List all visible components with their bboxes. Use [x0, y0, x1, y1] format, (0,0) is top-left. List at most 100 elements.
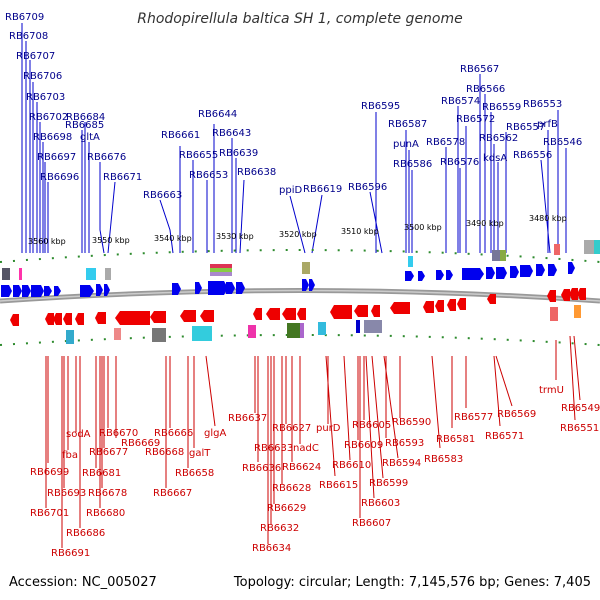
feature-box [2, 268, 10, 280]
gene-label: RB6684 [66, 112, 105, 123]
gene-label: RB6639 [219, 148, 258, 159]
reverse-gene [63, 313, 72, 325]
feature-box [114, 328, 121, 340]
reverse-gene [457, 298, 466, 310]
top-label-lines [21, 23, 567, 254]
gene-label: RB6574 [441, 96, 480, 107]
gene-label: RB6670 [99, 428, 138, 439]
gene-label: gltA [80, 132, 100, 143]
gene-label: nadC [293, 443, 319, 454]
feature-box [364, 320, 382, 333]
feature-box [492, 250, 500, 261]
gene-label: RB6566 [466, 84, 505, 95]
forward-gene [172, 283, 181, 295]
gene-label: RB6655 [179, 150, 218, 161]
reverse-gene [200, 310, 214, 322]
feature-box [574, 305, 581, 318]
reverse-gene [354, 305, 368, 317]
feature-box [500, 250, 506, 261]
feature-box [356, 320, 360, 333]
feature-boxes [2, 240, 600, 344]
forward-gene [520, 265, 533, 277]
reverse-gene [390, 302, 410, 314]
reverse-gene [150, 311, 166, 323]
forward-gene [44, 286, 52, 296]
gene-label: RB6624 [282, 462, 321, 473]
gene-label: RB6667 [153, 488, 192, 499]
feature-box [210, 264, 232, 268]
gene-label: glgA [204, 428, 226, 439]
gene-label: RB6633 [254, 443, 293, 454]
reverse-gene [53, 313, 62, 325]
gene-label: galT [189, 448, 211, 459]
feature-box [550, 307, 558, 321]
gene-label: RB6663 [143, 190, 182, 201]
gene-label: RB6637 [228, 413, 267, 424]
reverse-gene [577, 288, 586, 300]
gene-label: RB6590 [392, 417, 431, 428]
gene-label: trmU [539, 385, 564, 396]
reverse-gene [561, 289, 570, 301]
gene-label: RB6605 [352, 420, 391, 431]
gene-label: RB6632 [260, 523, 299, 534]
forward-gene [80, 285, 94, 297]
gene-label: RB6696 [40, 172, 79, 183]
gene-label: RB6644 [198, 109, 237, 120]
gene-label: RB6638 [237, 167, 276, 178]
gene-label: RB6596 [348, 182, 387, 193]
feature-box [86, 268, 96, 280]
reverse-genes [10, 288, 586, 326]
reverse-gene [330, 305, 352, 319]
feature-box [302, 262, 310, 274]
feature-box [192, 326, 212, 341]
gene-label: RB6643 [212, 128, 251, 139]
forward-gene [22, 285, 31, 297]
accession-text: Accession: NC_005027 [9, 575, 157, 590]
feature-box [66, 330, 74, 344]
forward-gene [486, 267, 495, 279]
forward-gene [309, 279, 315, 291]
feature-box [248, 325, 256, 338]
gene-label: RB6610 [332, 460, 371, 471]
forward-gene [302, 279, 309, 291]
feature-box [554, 244, 560, 255]
gene-label: RB6615 [319, 480, 358, 491]
gene-label: RB6572 [456, 114, 495, 125]
reverse-gene [297, 308, 306, 320]
gene-label: RB6562 [479, 133, 518, 144]
feature-box [105, 268, 111, 280]
gene-label: RB6680 [86, 508, 125, 519]
gene-label: ppiD [279, 185, 302, 196]
gene-label: RB6677 [89, 447, 128, 458]
gene-label: RB6676 [87, 152, 126, 163]
gene-label: RB6636 [242, 463, 281, 474]
gene-label: RB6703 [26, 92, 65, 103]
top-gene-labels: RB6709 RB6708 RB6707 RB6706 RB6703 RB670… [5, 12, 582, 201]
feature-box [152, 328, 166, 342]
gene-label: RB6701 [30, 508, 69, 519]
gene-label: RB6551 [560, 423, 599, 434]
gene-label: RB6669 [121, 438, 160, 449]
forward-gene [54, 286, 61, 296]
gene-label: RB6546 [543, 137, 582, 148]
gene-label: RB6581 [436, 434, 475, 445]
forward-gene [236, 282, 245, 294]
scale-labels: 3560 kbp 3550 kbp 3540 kbp 3530 kbp 3520… [28, 214, 567, 246]
gene-label: RB6708 [9, 31, 48, 42]
gene-label: RB6586 [393, 159, 432, 170]
gene-label: RB6549 [561, 403, 600, 414]
feature-box [594, 240, 600, 254]
gene-label: RB6681 [82, 468, 121, 479]
gene-label: RB6587 [388, 119, 427, 130]
scale-label: 3560 kbp [28, 237, 66, 246]
reverse-gene [282, 308, 296, 320]
gene-label: RB6691 [51, 548, 90, 559]
scale-label: 3490 kbp [466, 219, 504, 228]
gene-label: RB6697 [37, 152, 76, 163]
gene-label: RB6593 [385, 438, 424, 449]
gene-label: RB6577 [454, 412, 493, 423]
gene-label: RB6628 [272, 483, 311, 494]
reverse-gene [371, 305, 380, 317]
gene-label: RB6603 [361, 498, 400, 509]
reverse-gene [180, 310, 196, 322]
